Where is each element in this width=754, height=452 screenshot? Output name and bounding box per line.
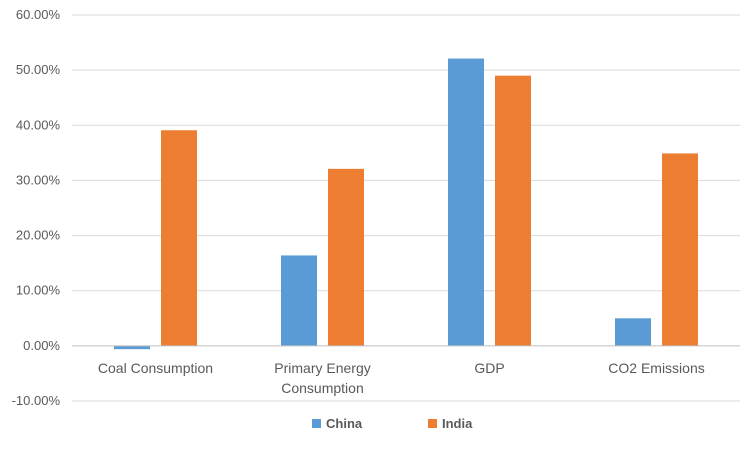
- bar-china-0: [114, 345, 150, 350]
- x-axis-category-labels: Coal Consumption Primary Energy Consumptio…: [98, 360, 705, 396]
- legend-label-china: China: [326, 416, 363, 431]
- bar-china-1: [281, 255, 317, 346]
- y-tick-label: 50.00%: [16, 62, 61, 77]
- bar-china-2: [448, 58, 484, 346]
- legend: China India: [312, 416, 473, 431]
- y-tick-label: 0.00%: [23, 338, 60, 353]
- y-tick-label: 10.00%: [16, 283, 61, 298]
- y-tick-label: 20.00%: [16, 228, 61, 243]
- y-tick-label: -10.00%: [12, 393, 61, 408]
- x-category-label: CO2 Emissions: [608, 360, 704, 376]
- bar-india-2: [495, 75, 531, 346]
- y-tick-label: 40.00%: [16, 117, 61, 132]
- bar-india-3: [662, 153, 698, 346]
- x-category-label: Consumption: [281, 380, 364, 396]
- x-category-label: Primary Energy: [274, 360, 370, 376]
- legend-label-india: India: [442, 416, 473, 431]
- y-axis-tick-labels: -10.00% 0.00% 10.00% 20.00% 30.00% 40.00% 50.0…: [12, 7, 61, 408]
- bars: [114, 58, 698, 350]
- bar-india-0: [161, 130, 197, 346]
- legend-swatch-india: [428, 419, 437, 428]
- legend-swatch-china: [312, 419, 321, 428]
- x-category-label: Coal Consumption: [98, 360, 213, 376]
- x-category-label: GDP: [474, 360, 504, 376]
- bar-india-1: [328, 168, 364, 346]
- y-tick-label: 30.00%: [16, 172, 61, 187]
- bar-china-3: [615, 318, 651, 346]
- y-tick-label: 60.00%: [16, 7, 61, 22]
